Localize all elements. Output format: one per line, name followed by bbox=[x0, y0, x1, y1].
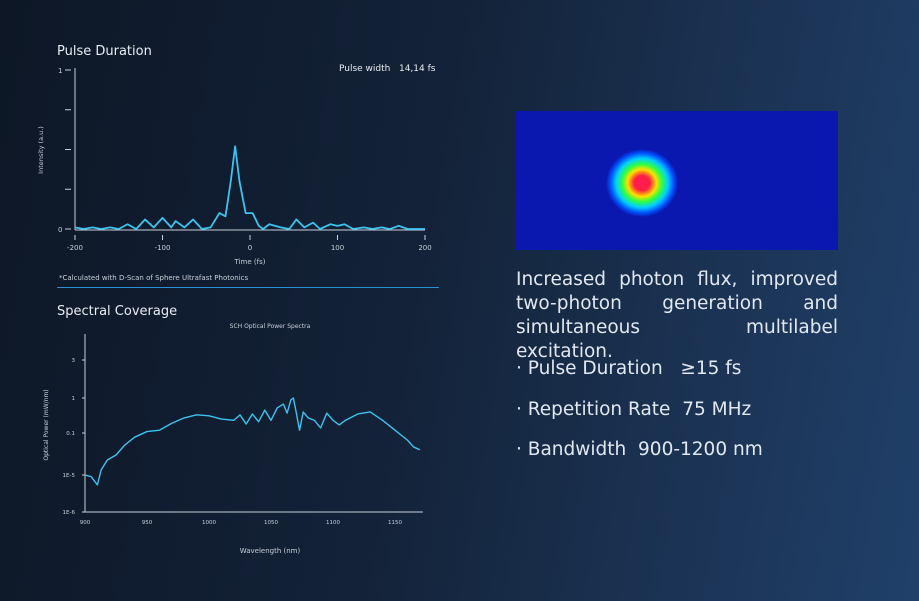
spec-repetition-rate: · Repetition Rate 75 MHz bbox=[516, 399, 751, 420]
y-tick-label: 1 bbox=[58, 67, 62, 75]
pulse-width-value: 14,14 fs bbox=[398, 64, 436, 74]
x-tick-label: 1150 bbox=[388, 520, 402, 526]
chart-subtitle: SCH Optical Power Spectra bbox=[230, 323, 311, 330]
spec-pulse-duration: · Pulse Duration ≥15 fs bbox=[516, 358, 741, 379]
y-tick-label: 1E-5 bbox=[63, 473, 76, 479]
x-axis-label: Time (fs) bbox=[234, 258, 266, 266]
spectral-coverage-title: Spectral Coverage bbox=[57, 304, 178, 319]
x-tick-label: 0 bbox=[248, 244, 252, 252]
divider bbox=[57, 287, 439, 288]
x-tick-label: -200 bbox=[67, 244, 83, 252]
spec-label: · Bandwidth bbox=[516, 439, 627, 460]
spec-bandwidth: · Bandwidth 900-1200 nm bbox=[516, 439, 763, 460]
pulse-width-readout: Pulse width 14,14 fs bbox=[339, 64, 435, 74]
spec-value: ≥15 fs bbox=[680, 358, 742, 379]
y-tick-label: 1E-6 bbox=[63, 510, 76, 516]
description-line: Increased photon flux, improved bbox=[516, 269, 838, 290]
description: Increased photon flux, improved two-phot… bbox=[516, 268, 838, 364]
spec-label: · Repetition Rate bbox=[516, 399, 671, 420]
spec-value: 900-1200 nm bbox=[638, 439, 763, 460]
spec-value: 75 MHz bbox=[682, 399, 752, 420]
pulse-series-line bbox=[74, 145, 425, 230]
y-tick-label: 1 bbox=[72, 396, 76, 402]
spectrum-series-line bbox=[84, 397, 421, 486]
description-line: two-photon generation and bbox=[516, 293, 838, 314]
x-tick-label: 950 bbox=[142, 520, 153, 526]
x-tick-label: 1100 bbox=[326, 520, 340, 526]
x-tick-label: 1050 bbox=[264, 520, 278, 526]
spec-label: · Pulse Duration bbox=[516, 358, 663, 379]
y-axis-label: Intensity (a.u.) bbox=[37, 126, 45, 174]
description-line: simultaneous multilabel excitation. bbox=[516, 317, 838, 362]
x-tick-label: 1000 bbox=[202, 520, 216, 526]
x-axis-label: Wavelength (nm) bbox=[240, 547, 301, 555]
y-axis-label: Optical Power (mW/nm) bbox=[43, 389, 50, 460]
y-tick-label: 3 bbox=[72, 358, 76, 364]
y-tick-label: 0.1 bbox=[66, 431, 75, 437]
pulse-width-label: Pulse width bbox=[339, 64, 391, 74]
x-tick-label: 100 bbox=[331, 244, 344, 252]
pulse-duration-title: Pulse Duration bbox=[57, 44, 152, 59]
x-tick-label: -100 bbox=[155, 244, 171, 252]
x-tick-label: 900 bbox=[80, 520, 91, 526]
x-tick-label: 200 bbox=[418, 244, 431, 252]
beam-profile-image bbox=[516, 111, 838, 250]
y-tick-label: 0 bbox=[58, 226, 62, 234]
footnote: *Calculated with D-Scan of Sphere Ultraf… bbox=[59, 274, 249, 282]
